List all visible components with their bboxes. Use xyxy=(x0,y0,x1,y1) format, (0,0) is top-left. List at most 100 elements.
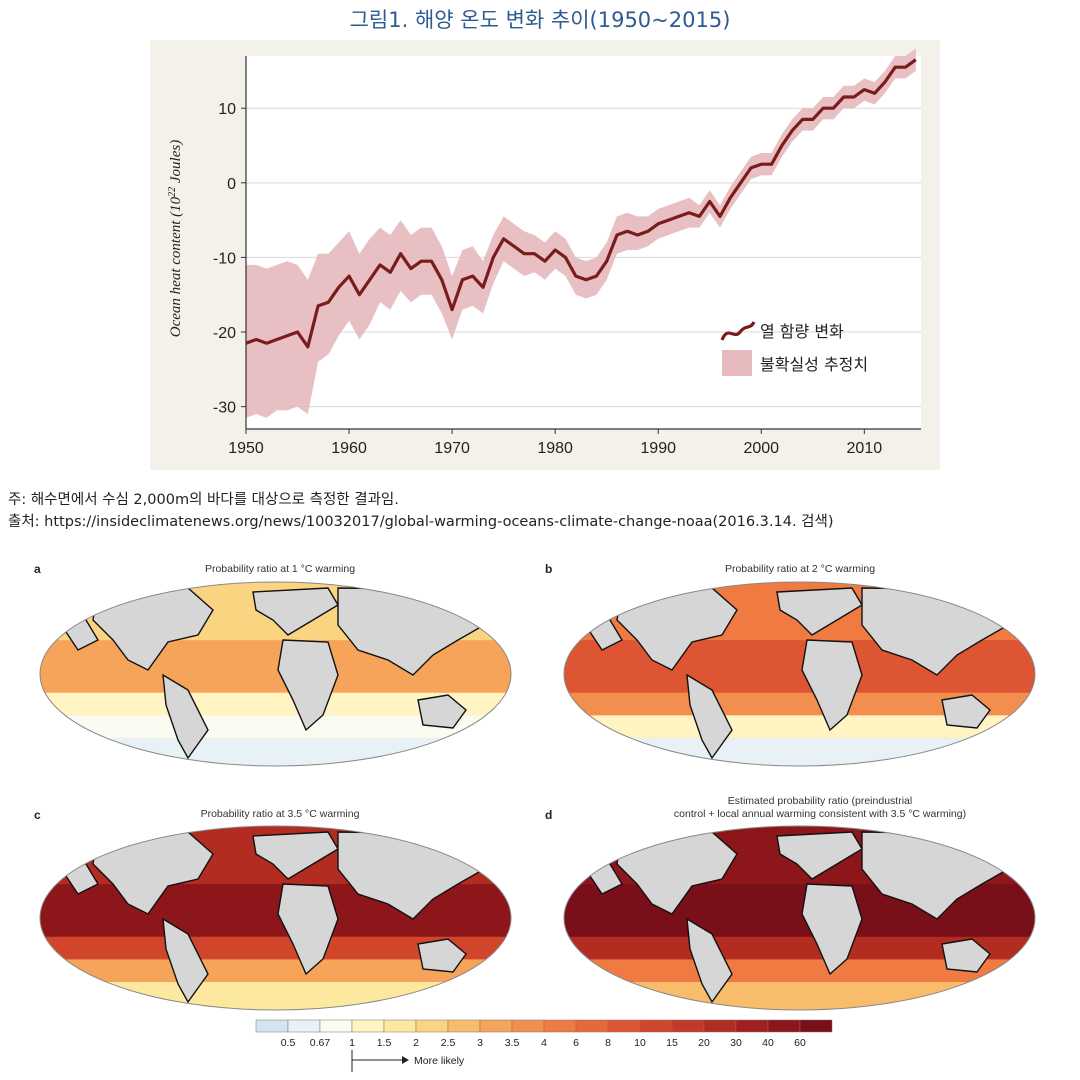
colorbar-swatch xyxy=(447,1019,481,1033)
map-title-line: Estimated probability ratio (preindustri… xyxy=(727,795,913,807)
ocean-heat-chart: 10 0 -10 -20 -30 1950 1960 1970 1980 1990 2000 2010… xyxy=(150,40,940,470)
legend-band-swatch xyxy=(722,350,752,376)
map-panel-letter: b xyxy=(545,562,553,576)
map-panel-title: Probability ratio at 1 °C warming xyxy=(170,563,390,576)
colorbar-swatch xyxy=(511,1019,545,1033)
map-outline xyxy=(39,825,512,1011)
southern-ocean-band xyxy=(564,715,1035,738)
map-outline xyxy=(563,581,1036,767)
x-tick-label: 1970 xyxy=(434,440,470,457)
landmass xyxy=(941,938,991,973)
colorbar: 0.5 0.67 1 1.5 2 2.5 3 3.5 4 6 8 10 15 20 30 40 60 More l… xyxy=(255,1019,833,1072)
colorbar-tick-label: 0.67 xyxy=(310,1037,331,1049)
landmass xyxy=(162,917,209,1004)
x-tick-label: 1980 xyxy=(537,440,573,457)
map-panel-title: Probability ratio at 2 °C warming xyxy=(690,563,910,576)
colorbar-tick-label: 8 xyxy=(605,1037,611,1049)
midlatitude-band xyxy=(564,692,1035,716)
colorbar-swatch xyxy=(671,1019,705,1033)
colorbar-swatch xyxy=(575,1019,609,1033)
southern-ocean-band xyxy=(564,959,1035,982)
map-title-line: Probability ratio at 2 °C warming xyxy=(724,563,876,575)
uncertainty-band xyxy=(246,48,916,418)
figure-title: 그림1. 해양 온도 변화 추이(1950~2015) xyxy=(349,8,731,32)
x-tick-label: 2000 xyxy=(743,440,779,457)
colorbar-tick-label: 3 xyxy=(477,1037,483,1049)
colorbar-swatch xyxy=(351,1019,385,1033)
map-outline xyxy=(563,825,1036,1011)
midlatitude-band xyxy=(40,936,511,960)
y-axis-label-unit: Joules) xyxy=(168,140,184,187)
legend-line-swatch xyxy=(720,321,756,341)
colorbar-swatch xyxy=(799,1019,833,1033)
y-axis-label-exponent: 22 xyxy=(167,187,178,197)
southern-ocean-band xyxy=(40,959,511,982)
colorbar-arrow-label: More likely xyxy=(414,1055,465,1067)
colorbar-tick-label: 2.5 xyxy=(441,1037,456,1049)
colorbar-swatch xyxy=(479,1019,513,1033)
y-tick-label: -20 xyxy=(213,325,236,342)
colorbar-tick-label: 0.5 xyxy=(281,1037,296,1049)
y-tick-label: -30 xyxy=(213,400,236,417)
colorbar-tick-label: 40 xyxy=(762,1037,774,1049)
map-panel-letter: a xyxy=(34,562,41,576)
landmass xyxy=(92,587,214,671)
colorbar-tick-label: 10 xyxy=(634,1037,646,1049)
map-panel-b xyxy=(563,581,1036,767)
colorbar-swatch xyxy=(543,1019,577,1033)
colorbar-tick-label: 6 xyxy=(573,1037,579,1049)
landmass xyxy=(162,673,209,760)
y-axis-label: Ocean heat content (1022 Joules) xyxy=(167,140,185,337)
landmass xyxy=(941,694,991,729)
x-tick-label: 2010 xyxy=(847,440,883,457)
landmass xyxy=(92,831,214,915)
map-panel-a xyxy=(39,581,512,767)
colorbar-swatch xyxy=(639,1019,673,1033)
colorbar-tick-label: 15 xyxy=(666,1037,678,1049)
figure-source: 출처: https://insideclimatenews.org/news/1… xyxy=(8,514,834,530)
colorbar-arrow-head xyxy=(402,1056,409,1064)
southern-ocean-band xyxy=(40,715,511,738)
colorbar-tick-label: 2 xyxy=(413,1037,419,1049)
midlatitude-band xyxy=(40,692,511,716)
map-panel-title: Probability ratio at 3.5 °C warming xyxy=(170,808,390,821)
colorbar-tick-label: 4 xyxy=(541,1037,547,1049)
landmass xyxy=(616,831,738,915)
y-axis-label-main: Ocean heat content (10 xyxy=(168,196,184,337)
colorbar-tick-label: 30 xyxy=(730,1037,742,1049)
colorbar-swatch xyxy=(287,1019,321,1033)
landmass xyxy=(417,938,467,973)
landmass xyxy=(616,587,738,671)
map-panel-title: Estimated probability ratio (preindustri… xyxy=(600,795,1040,821)
figure-note: 주: 해수면에서 수심 2,000m의 바다를 대상으로 측정한 결과임. xyxy=(8,492,399,508)
colorbar-tick-label: 20 xyxy=(698,1037,710,1049)
polar-band xyxy=(40,981,511,1010)
legend-band-label: 불확실성 추정치 xyxy=(760,355,868,374)
map-outline xyxy=(39,581,512,767)
landmass xyxy=(686,917,733,1004)
colorbar-swatch xyxy=(415,1019,449,1033)
legend-line-label: 열 함량 변화 xyxy=(760,322,844,341)
heat-content-line xyxy=(245,58,917,349)
colorbar-swatch xyxy=(767,1019,801,1033)
y-tick-label: 0 xyxy=(227,176,236,193)
colorbar-swatch xyxy=(735,1019,769,1033)
landmass xyxy=(801,639,863,732)
x-tick-label: 1990 xyxy=(640,440,676,457)
colorbar-swatch xyxy=(607,1019,641,1033)
colorbar-swatch xyxy=(703,1019,737,1033)
landmass xyxy=(277,639,339,732)
landmass xyxy=(252,831,339,880)
polar-band xyxy=(40,737,511,766)
map-panel-letter: c xyxy=(34,808,41,822)
polar-band xyxy=(564,737,1035,766)
x-tick-label: 1960 xyxy=(331,440,367,457)
colorbar-tick-label: 60 xyxy=(794,1037,806,1049)
landmass xyxy=(252,587,339,636)
landmass xyxy=(686,673,733,760)
colorbar-swatch xyxy=(383,1019,417,1033)
colorbar-swatch xyxy=(255,1019,289,1033)
colorbar-tick-label: 3.5 xyxy=(505,1037,520,1049)
landmass xyxy=(801,883,863,976)
x-tick-label: 1950 xyxy=(228,440,264,457)
